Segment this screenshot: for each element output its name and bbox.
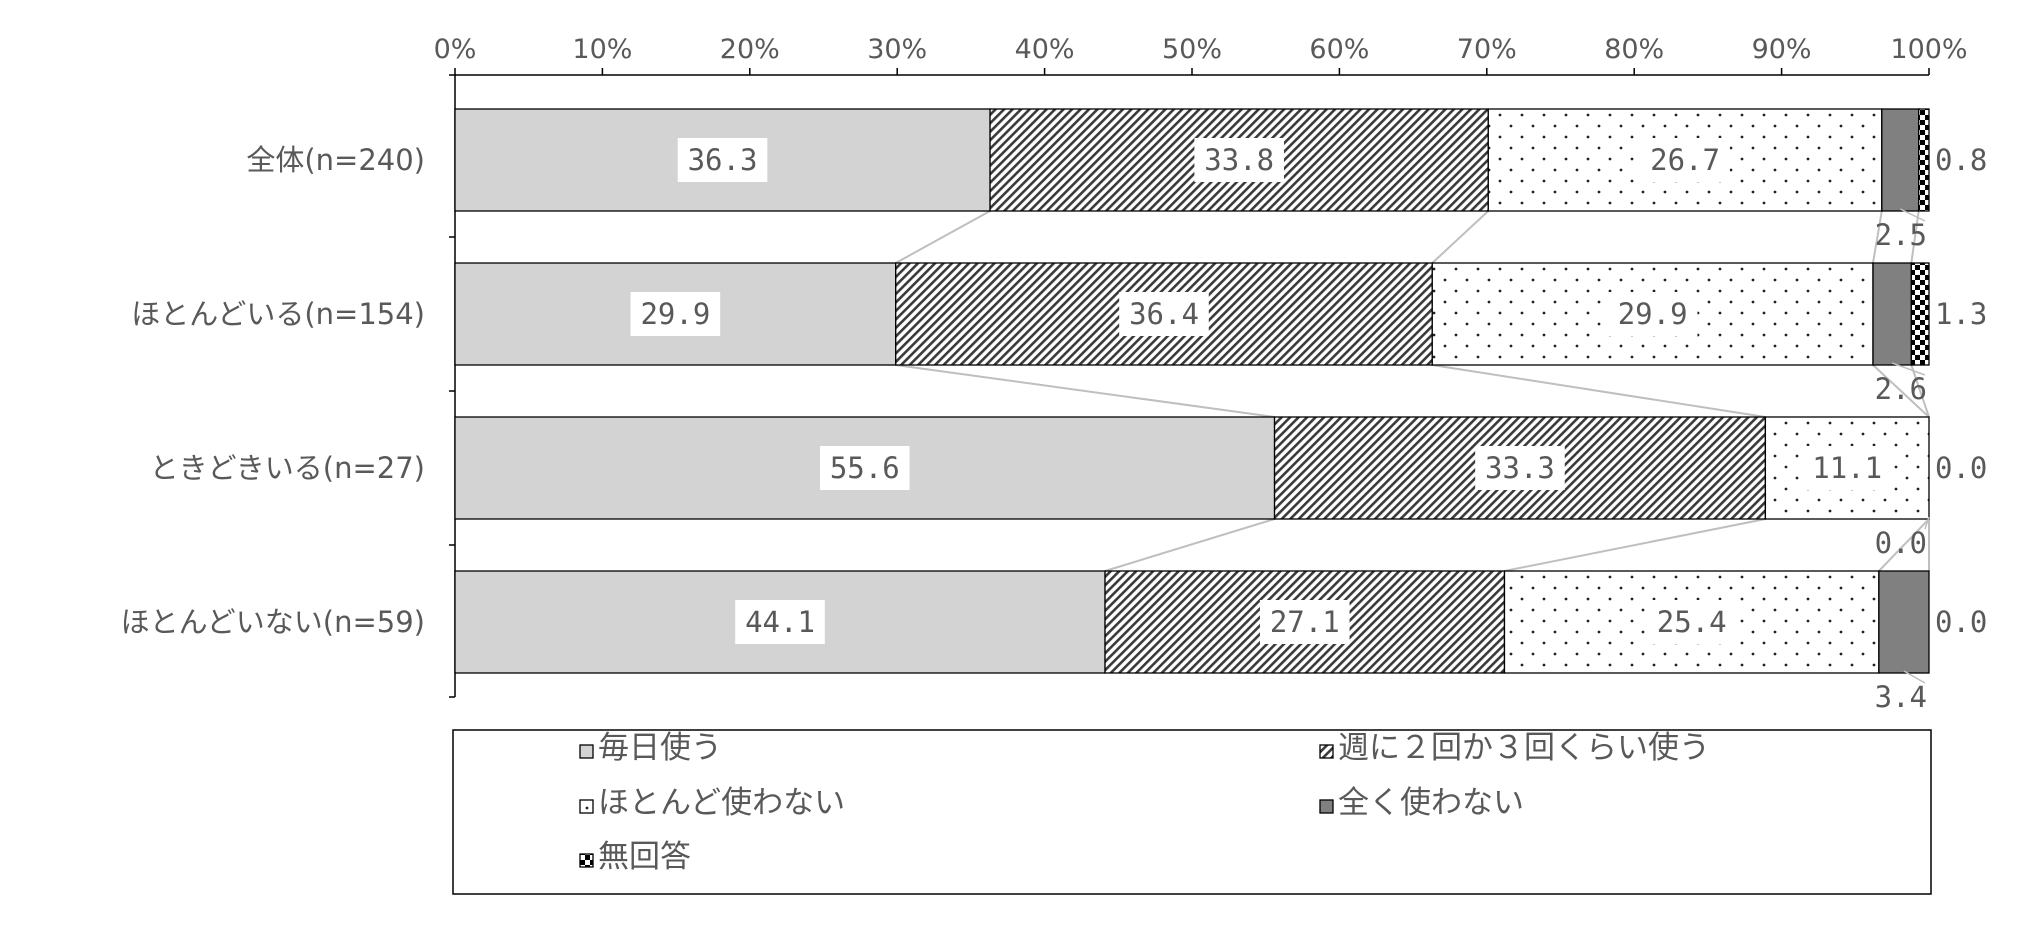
data-label-bg	[1119, 292, 1209, 336]
data-label: 44.1	[745, 605, 815, 639]
legend-label: 全く使わない	[1338, 785, 1524, 821]
x-tick-label: 0%	[434, 34, 477, 65]
legend-label: 無回答	[598, 839, 691, 875]
data-label: 55.6	[830, 451, 900, 485]
series-line	[1878, 518, 1930, 572]
data-label: 36.4	[1129, 297, 1199, 331]
bar-segment	[1872, 262, 1912, 366]
data-label: 0.0	[1935, 605, 1987, 639]
data-label: 26.7	[1650, 143, 1720, 177]
x-tick-label: 30%	[867, 34, 927, 65]
x-tick-label: 20%	[720, 34, 780, 65]
bars	[454, 108, 1930, 674]
x-tick-label: 100%	[1890, 34, 1967, 65]
x-tick-label: 10%	[572, 34, 632, 65]
data-label: 2.6	[1875, 372, 1927, 406]
data-label-bg	[1802, 446, 1892, 490]
data-label: 0.0	[1935, 451, 1987, 485]
legend-label: 週に２回か３回くらい使う	[1338, 730, 1710, 766]
data-label-bg	[1646, 600, 1737, 644]
legend-box	[452, 729, 1932, 895]
series-line	[895, 210, 991, 264]
data-label: 25.4	[1657, 605, 1727, 639]
category-labels: 全体(n=240) ほとんどいる(n=154) ときどきいる(n=27) ほとんどいな…	[121, 143, 425, 639]
category-label: 全体(n=240)	[246, 143, 425, 177]
series-line	[895, 364, 1275, 418]
legend-label: 毎日使う	[598, 730, 722, 766]
x-tick-label: 40%	[1015, 34, 1075, 65]
leader-line	[1903, 670, 1926, 684]
series-line	[1910, 364, 1930, 418]
series-line	[1431, 210, 1489, 264]
bar-segment	[1918, 108, 1930, 212]
legend-swatch	[579, 853, 594, 868]
leader-line	[1891, 362, 1926, 376]
data-label-bg	[1640, 138, 1730, 182]
x-tick-label: 80%	[1604, 34, 1664, 65]
leader-line	[1924, 516, 1930, 530]
legend-swatch	[579, 744, 594, 759]
series-line	[1104, 518, 1275, 572]
data-label: 36.3	[688, 143, 758, 177]
series-line	[1504, 518, 1766, 572]
legend-swatch	[579, 799, 594, 814]
x-tick-label: 90%	[1752, 34, 1812, 65]
data-label-bg	[1475, 446, 1565, 490]
data-label: 33.3	[1485, 451, 1555, 485]
data-label: 29.9	[640, 297, 710, 331]
data-label-bg	[735, 600, 825, 644]
bar-segment	[1910, 262, 1930, 366]
x-tick-label: 70%	[1457, 34, 1517, 65]
bar-segment	[1881, 108, 1920, 212]
data-label-bg	[677, 138, 768, 182]
legend-swatch	[1319, 799, 1334, 814]
series-lines	[895, 210, 1930, 572]
data-label: 3.4	[1875, 680, 1927, 714]
series-line	[1432, 364, 1766, 418]
data-label-bg	[1194, 138, 1284, 182]
category-label: ほとんどいない(n=59)	[121, 605, 425, 639]
data-label-bg	[1607, 292, 1698, 336]
x-axis: 0% 10% 20% 30% 40% 50% 60% 70% 80% 90% 100%	[434, 34, 1968, 698]
data-label: 33.8	[1204, 143, 1274, 177]
x-tick-label: 60%	[1309, 34, 1369, 65]
category-label: ときどきいる(n=27)	[150, 451, 425, 485]
data-label-bg	[630, 292, 721, 336]
data-label: 27.1	[1270, 605, 1340, 639]
series-line	[1872, 210, 1883, 264]
data-label: 2.5	[1875, 218, 1927, 252]
x-tick-label: 50%	[1162, 34, 1222, 65]
category-label: ほとんどいる(n=154)	[131, 297, 425, 331]
series-line	[1910, 210, 1920, 264]
data-label: 1.3	[1935, 297, 1987, 331]
data-label: 0.0	[1875, 526, 1927, 560]
data-label: 0.8	[1935, 143, 1987, 177]
data-labels: 36.3 33.8 26.7 2.5 0.8 29.9 36.4 29.9 2.6 1.3 55.6…	[630, 138, 1987, 714]
data-label: 11.1	[1812, 451, 1882, 485]
data-label: 29.9	[1618, 297, 1688, 331]
data-label-bg	[819, 446, 910, 490]
bar-segment	[1104, 570, 1506, 674]
leader-line	[1899, 208, 1926, 222]
legend-label: ほとんど使わない	[598, 785, 845, 821]
legend-swatch	[1319, 744, 1334, 759]
series-line	[1872, 364, 1930, 418]
bar-segment	[1878, 570, 1930, 674]
data-label-bg	[1259, 600, 1350, 644]
